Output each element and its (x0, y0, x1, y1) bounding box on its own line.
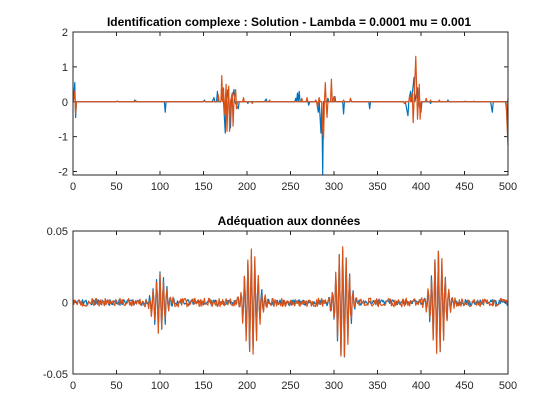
data-fit-axes: Adéquation aux données 0 50 100 150 200 250 30… (43, 214, 517, 392)
x-tick-label: 300 (325, 380, 343, 392)
x-tick-label: 450 (455, 380, 473, 392)
x-tick-label: 250 (281, 380, 299, 392)
x-tick-label: 200 (238, 380, 256, 392)
y-tick-label: -1 (58, 132, 68, 144)
x-tick-label: 50 (110, 181, 122, 193)
x-tick-label: 0 (70, 380, 76, 392)
solution-title: Identification complexe : Solution - Lam… (107, 15, 471, 29)
x-tick-label: 500 (499, 181, 517, 193)
series-line-2 (72, 246, 509, 357)
x-tick-label: 400 (412, 181, 430, 193)
y-tick-label: 2 (62, 27, 68, 39)
solution-axes: Identification complexe : Solution - Lam… (58, 15, 517, 193)
x-tick-label: 0 (70, 181, 76, 193)
x-tick-label: 50 (110, 380, 122, 392)
x-tick-label: 200 (238, 181, 256, 193)
x-tick-label: 100 (151, 181, 169, 193)
series-line-1 (72, 76, 509, 176)
solution-plot-box (72, 31, 509, 176)
y-tick-label: 0 (62, 97, 68, 109)
y-tick-label: -2 (58, 167, 68, 179)
series-line-2 (72, 55, 509, 146)
x-tick-label: 500 (499, 380, 517, 392)
x-tick-label: 100 (151, 380, 169, 392)
x-tick-label: 350 (368, 181, 386, 193)
data-fit-title: Adéquation aux données (218, 214, 361, 228)
y-tick-label: 1 (62, 62, 68, 74)
x-tick-label: 150 (194, 181, 212, 193)
x-tick-label: 350 (368, 380, 386, 392)
x-tick-label: 400 (412, 380, 430, 392)
x-tick-label: 250 (281, 181, 299, 193)
y-tick-label: 0 (62, 298, 68, 310)
y-tick-label: 0.05 (47, 226, 68, 238)
x-tick-label: 300 (325, 181, 343, 193)
y-tick-label: -0.05 (43, 369, 68, 381)
x-tick-label: 450 (455, 181, 473, 193)
data-fit-plot-box (72, 230, 509, 375)
x-tick-label: 150 (194, 380, 212, 392)
